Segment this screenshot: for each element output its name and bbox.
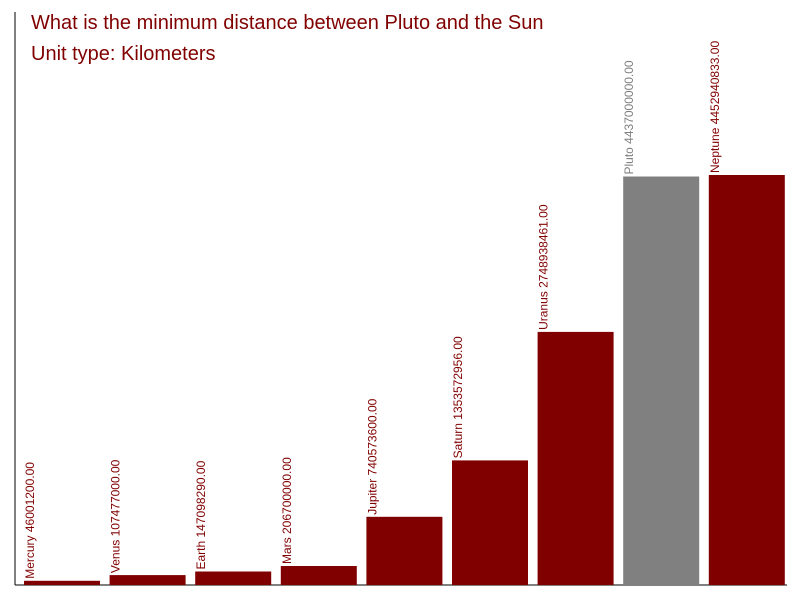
bar-pluto [623,176,700,585]
chart-subtitle: Unit type: Kilometers [31,43,216,65]
bar-label-uranus: Uranus 2748938461.00 [537,204,551,330]
bar-label-venus: Venus 107477000.00 [109,459,123,573]
bar-label-saturn: Saturn 1353572956.00 [451,336,465,458]
bar-venus [109,575,186,585]
bar-uranus [537,331,614,585]
bar-neptune [708,175,785,585]
bar-label-earth: Earth 147098290.00 [194,460,208,569]
bar-saturn [452,460,528,585]
bars-group: Mercury 46001200.00 Venus 107477000.00 Ear… [23,41,785,585]
chart-title: What is the minimum distance between Plu… [31,12,544,34]
bar-label-pluto: Pluto 4437000000.00 [622,60,636,174]
bar-earth [195,571,272,585]
bar-mercury [24,580,100,585]
bar-label-neptune: Neptune 4452940833.00 [708,41,722,173]
bar-mars [280,566,357,585]
bar-label-mercury: Mercury 46001200.00 [23,462,37,579]
bar-label-mars: Mars 206700000.00 [280,457,294,564]
bar-label-jupiter: Jupiter 740573600.00 [365,398,379,514]
bar-jupiter [366,516,443,585]
